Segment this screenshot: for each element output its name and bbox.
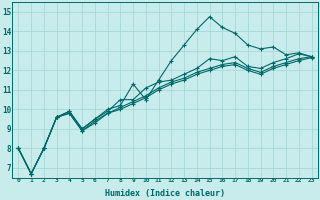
X-axis label: Humidex (Indice chaleur): Humidex (Indice chaleur) <box>105 189 225 198</box>
